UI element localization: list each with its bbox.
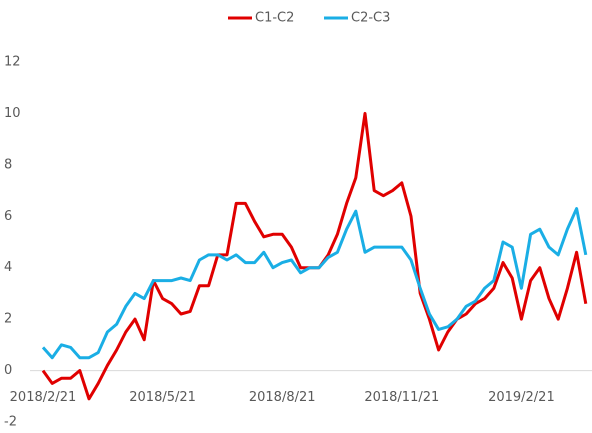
y-tick-label: -2 (4, 415, 17, 430)
y-tick-label: 6 (4, 209, 12, 224)
series-line (41, 207, 588, 360)
legend-label: C2-C3 (351, 11, 390, 26)
x-tick-label: 2018/11/21 (364, 390, 439, 405)
y-tick-label: 8 (4, 157, 12, 172)
x-tick-label: 2018/8/21 (249, 390, 316, 405)
x-tick-label: 2018/2/21 (10, 390, 77, 405)
y-tick-label: 10 (4, 106, 21, 121)
y-tick-label: 4 (4, 260, 12, 275)
y-tick-label: 12 (4, 55, 21, 70)
legend-label: C1-C2 (255, 11, 294, 26)
y-tick-label: 2 (4, 312, 12, 327)
x-tick-label: 2019/2/21 (488, 390, 555, 405)
x-tick-label: 2018/5/21 (129, 390, 196, 405)
series-line (41, 111, 588, 401)
y-tick-label: 0 (4, 363, 12, 378)
